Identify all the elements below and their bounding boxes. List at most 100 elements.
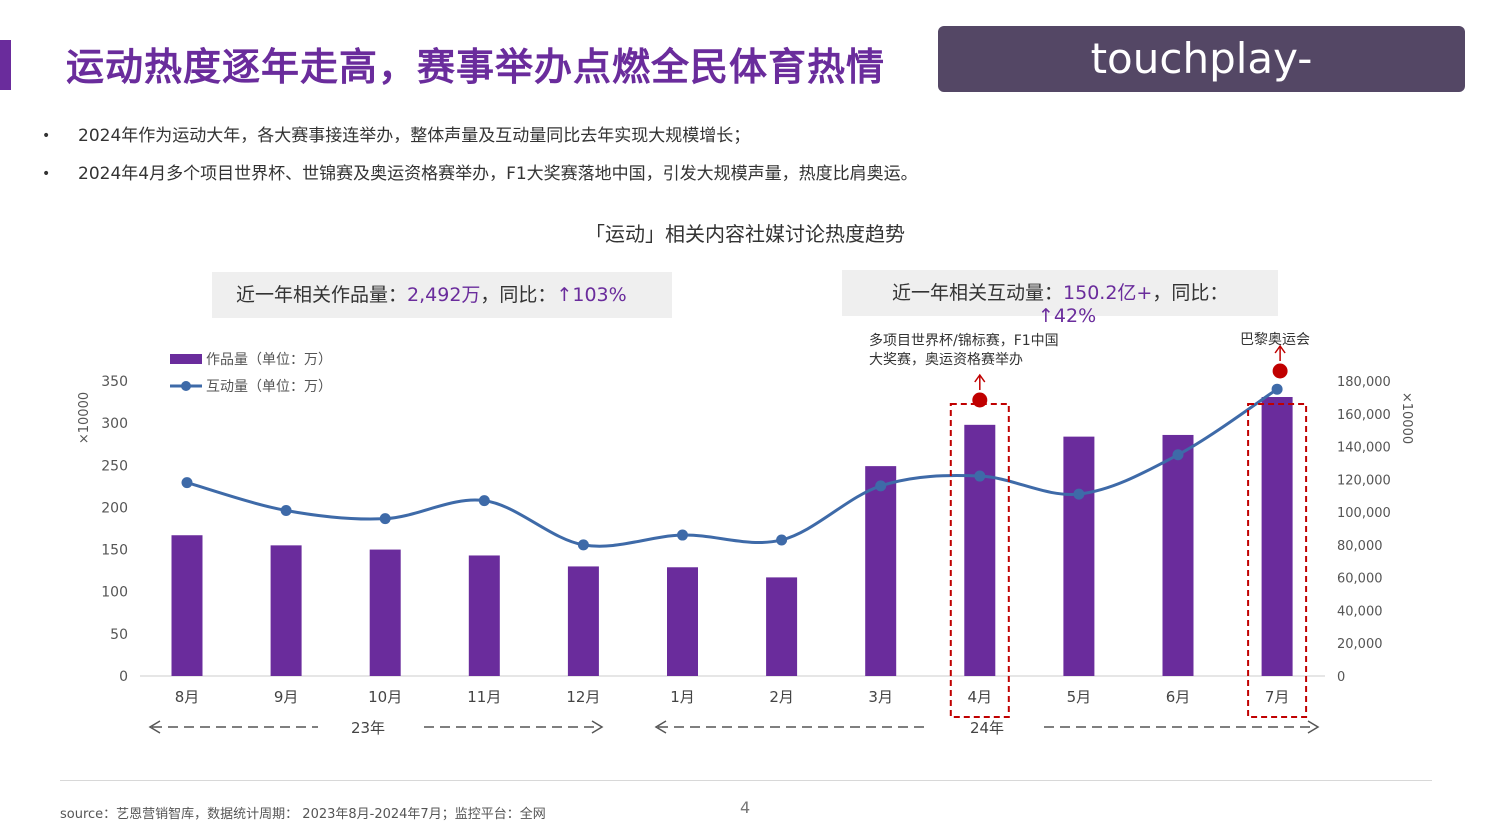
line-interactions [186,387,1278,548]
highlight-arrowhead-april [974,373,986,383]
legend-line-marker [181,381,191,391]
highlight-arrowhead-july [1274,344,1286,354]
period-23-label: 23年 [351,719,385,737]
period-24-label: 24年 [970,719,1004,737]
y-left-tick-label: 250 [101,458,128,474]
x-tick-label: 10月 [368,688,402,706]
bullet-text: 2024年作为运动大年，各大赛事接连举办，整体声量及互动量同比去年实现大规模增长… [78,126,751,146]
x-tick-label: 1月 [670,688,695,706]
line-point-interactions [577,539,589,551]
interaction-stat-value: 150.2亿+ [1063,282,1153,304]
legend-bar-swatch [170,354,202,364]
x-tick-label: 5月 [1067,688,1092,706]
line-point-interactions [776,534,788,546]
line-point-interactions [478,495,490,507]
source-note: source：艺恩营销智库，数据统计周期： 2023年8月-2024年7月；监控… [60,807,546,822]
period-24-arrowhead-right [1307,720,1320,734]
annotation-july: 巴黎奥运会 [1240,331,1310,348]
x-tick-label: 9月 [274,688,299,706]
interaction-stat-pct: ↑42% [1038,305,1097,327]
x-tick-label: 7月 [1265,688,1290,706]
works-stat-pct: ↑103% [556,284,627,306]
period-24-arrowhead-left [654,720,667,734]
bar-works [1063,436,1095,676]
y-right-tick-label: 20,000 [1337,637,1383,652]
bar-works [1261,397,1293,676]
line-point-interactions [974,470,986,482]
legend-line-label: 互动量（单位：万） [206,379,332,395]
chart-title: 「运动」相关内容社媒讨论热度趋势 [585,222,905,246]
x-tick-label: 11月 [467,688,501,706]
y-right-tick-label: 0 [1337,670,1345,685]
x-tick-label: 2月 [769,688,794,706]
y-right-axis-label: ×10000 [1399,392,1414,444]
interaction-stat-label: 近一年相关互动量： [892,282,1064,304]
line-point-interactions [280,504,292,516]
interaction-stat-sep: ，同比： [1152,282,1229,304]
bar-works [964,424,996,676]
works-stat-box: 近一年相关作品量：2,492万，同比：↑103% [212,272,672,318]
highlight-marker-april [972,392,988,408]
y-left-tick-label: 300 [101,416,128,432]
y-left-tick-label: 350 [101,374,128,390]
line-point-interactions [1073,488,1085,500]
works-stat-value: 2,492万 [407,284,481,306]
period-23-arrowhead-right [591,720,604,734]
line-point-interactions [1271,383,1283,395]
y-right-tick-label: 120,000 [1337,473,1391,488]
y-right-tick-label: 60,000 [1337,572,1383,587]
y-left-tick-label: 200 [101,500,128,516]
x-tick-label: 8月 [175,688,200,706]
bar-works [567,566,599,676]
bar-works [171,535,203,676]
bullet-item: • 2024年4月多个项目世界杯、世锦赛及奥运资格赛举办，F1大奖赛落地中国，引… [42,160,918,198]
bullet-marker: • [42,128,51,144]
y-left-axis-label: ×10000 [77,392,92,444]
bullet-marker: • [42,166,51,182]
y-left-tick-label: 0 [119,669,128,685]
line-point-interactions [1172,449,1184,461]
y-right-tick-label: 160,000 [1337,408,1391,423]
annotation-april-line1: 多项目世界杯/锦标赛，F1中国 [869,332,1059,349]
bullet-item: • 2024年作为运动大年，各大赛事接连举办，整体声量及互动量同比去年实现大规模… [42,122,918,160]
bar-works [667,567,698,676]
x-tick-label: 4月 [968,688,993,706]
page-number: 4 [740,798,751,817]
highlight-box-april [949,403,1010,718]
works-stat-label: 近一年相关作品量： [236,284,408,306]
bullet-list: • 2024年作为运动大年，各大赛事接连举办，整体声量及互动量同比去年实现大规模… [42,122,918,198]
interaction-stat-box: 近一年相关互动量：150.2亿+，同比： [842,270,1278,316]
y-right-tick-label: 100,000 [1337,506,1391,521]
y-left-tick-label: 150 [101,543,128,559]
x-tick-label: 3月 [868,688,893,706]
bar-works [369,549,401,676]
y-right-tick-label: 140,000 [1337,441,1391,456]
x-tick-label: 12月 [566,688,600,706]
annotation-april-line2: 大奖赛，奥运资格赛举办 [869,351,1023,368]
line-point-interactions [181,477,193,489]
highlight-box-july [1247,403,1308,718]
y-right-tick-label: 180,000 [1337,375,1391,390]
line-point-interactions [677,529,688,541]
title-accent-bar [0,40,11,90]
bar-works [468,555,500,676]
line-point-interactions [379,513,391,525]
bullet-text: 2024年4月多个项目世界杯、世锦赛及奥运资格赛举办，F1大奖赛落地中国，引发大… [78,164,918,184]
y-right-tick-label: 80,000 [1337,539,1383,554]
x-tick-label: 6月 [1166,688,1191,706]
legend-bar-label: 作品量（单位：万） [206,352,332,368]
highlight-marker-july [1272,363,1288,379]
line-point-interactions [875,480,887,492]
page-title: 运动热度逐年走高，赛事举办点燃全民体育热情 [66,45,886,89]
bar-works [865,466,897,676]
bar-works [766,577,798,676]
y-left-tick-label: 100 [101,585,128,601]
y-left-tick-label: 50 [110,627,128,643]
period-23-arrowhead-left [148,720,161,734]
bar-works [270,545,302,676]
bar-works [1162,434,1194,676]
watermark: touchplay-aiyouxi.com.cn [938,26,1465,149]
footer-divider [60,780,1432,781]
y-right-tick-label: 40,000 [1337,604,1383,619]
